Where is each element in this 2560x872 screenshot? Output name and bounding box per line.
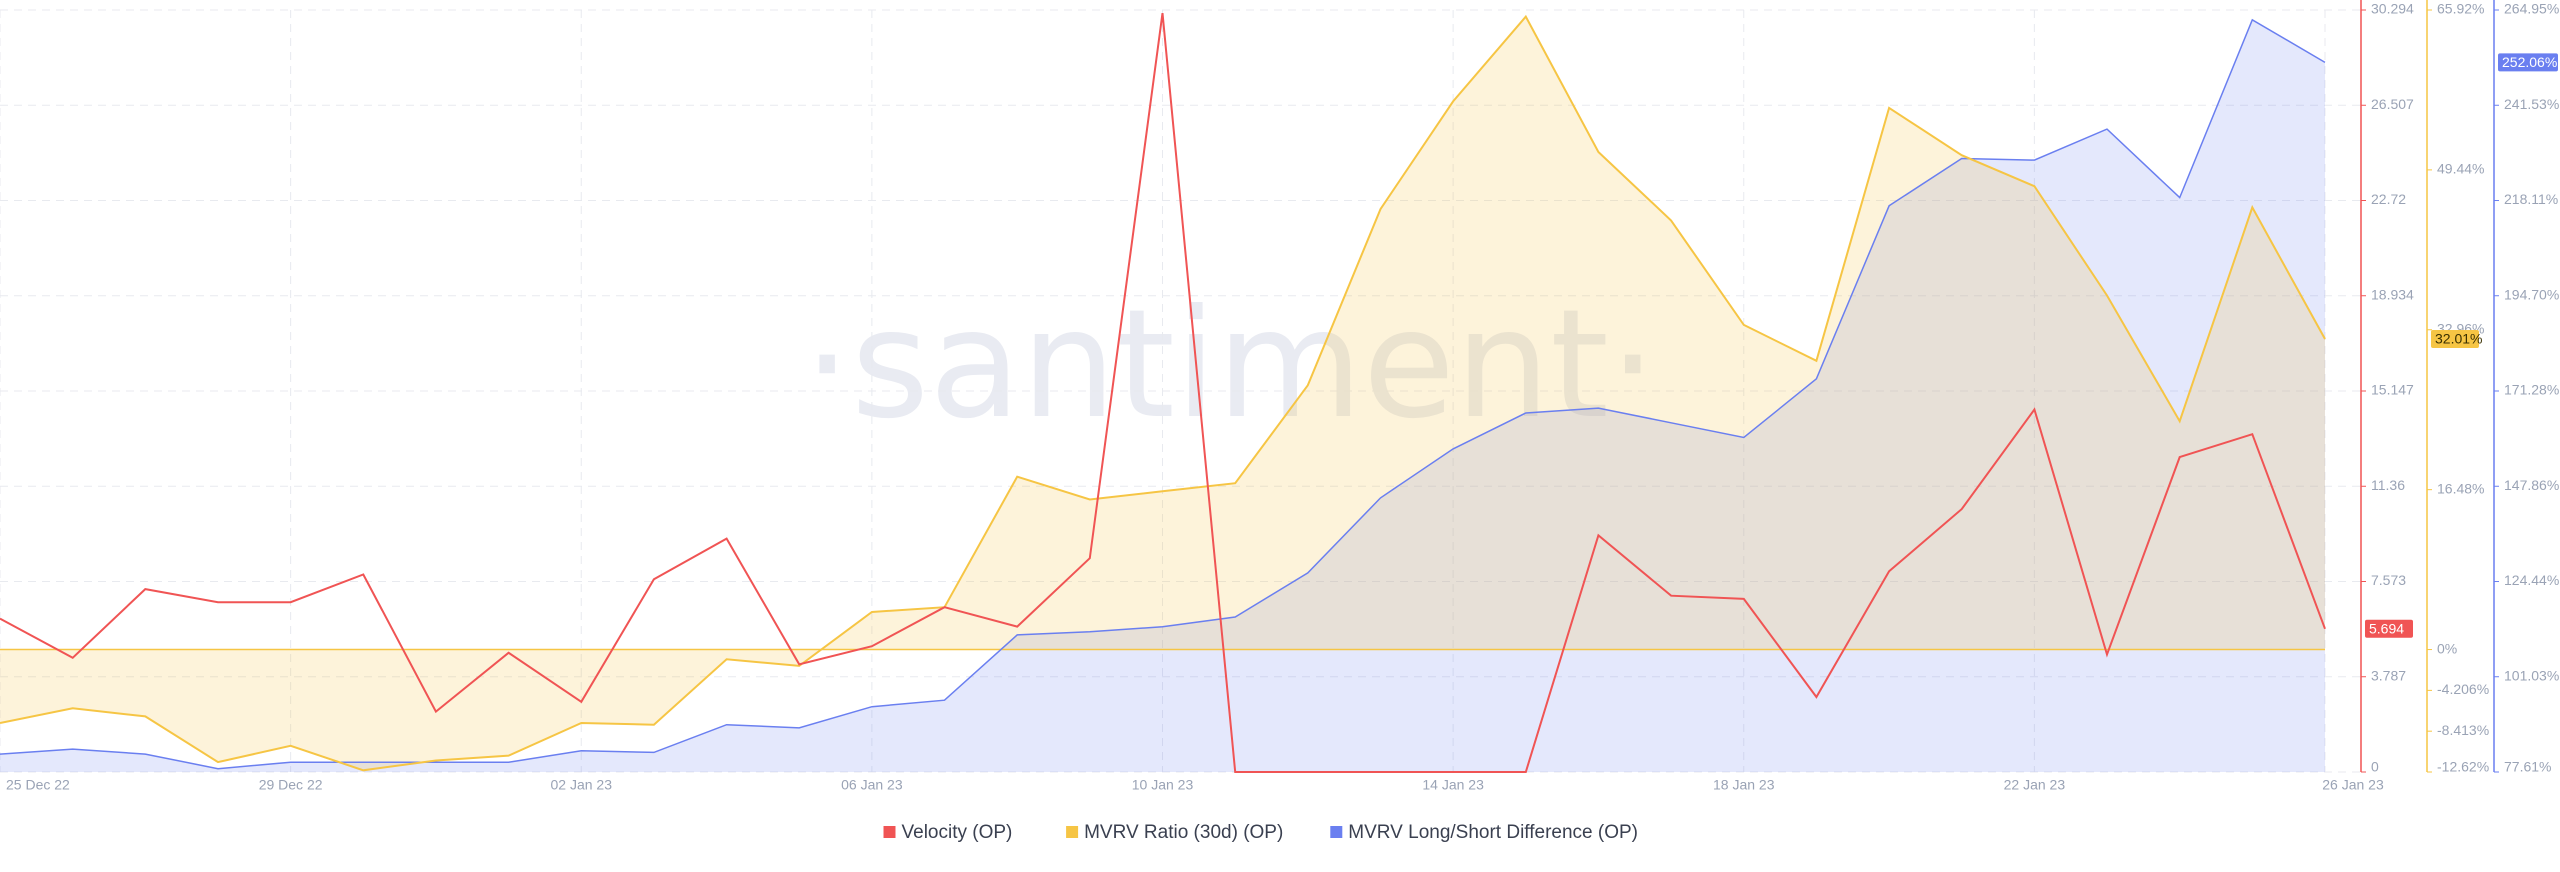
y-tick-label: 241.53% [2504,96,2559,112]
line [0,12,2326,773]
y-tick-label: 77.61% [2504,759,2551,775]
y-tick-label: 194.70% [2504,286,2559,302]
line [0,18,2326,770]
value-label: 32.01% [2435,331,2482,347]
y-tick-label: 171.28% [2504,382,2559,398]
y-tick-label: 218.11% [2504,191,2558,207]
x-tick-label: 26 Jan 23 [2322,777,2384,793]
x-tick-label: 29 Dec 22 [259,777,323,793]
y-tick-label: 124.44% [2504,572,2559,588]
y-tick-label: 11.36 [2371,477,2405,493]
y-tick-label: -12.62% [2437,759,2489,775]
y-tick-label: -8.413% [2437,722,2489,738]
y-tick-label: 18.934 [2371,286,2414,302]
y-tick-label: 65.92% [2437,1,2484,17]
y-tick-label: 26.507 [2371,96,2414,112]
area [0,16,2325,771]
y-tick-label: 0 [2371,759,2379,775]
y-tick-label: 22.72 [2371,191,2406,207]
legend-label: Velocity (OP) [902,822,1013,843]
y-tick-label: 147.86% [2504,477,2559,493]
legend-swatch [1330,826,1343,838]
x-tick-label: 22 Jan 23 [2004,777,2066,793]
value-badge [2498,53,2558,72]
x-tick-label: 06 Jan 23 [841,777,903,793]
value-label: 252.06% [2502,54,2557,70]
value-badge [2431,329,2479,348]
legend-swatch [883,826,896,838]
y-tick-label: 101.03% [2504,667,2559,683]
legend-swatch [1066,826,1079,838]
y-tick-label: 7.573 [2371,572,2406,588]
legend-label: MVRV Ratio (30d) (OP) [1084,822,1283,843]
y-tick-label: 15.147 [2371,382,2414,398]
area [0,19,2325,773]
y-tick-label: 30.294 [2371,1,2414,17]
y-tick-label: 49.44% [2437,161,2484,177]
watermark: ·santiment· [803,278,1656,452]
legend-label: MVRV Long/Short Difference (OP) [1348,822,1638,843]
x-tick-label: 02 Jan 23 [551,777,613,793]
y-tick-label: 264.95% [2504,1,2559,17]
x-tick-label: 14 Jan 23 [1422,777,1484,793]
value-badge [2365,619,2413,638]
y-tick-label: 0% [2437,640,2457,656]
y-tick-label: 3.787 [2371,667,2406,683]
x-tick-label: 10 Jan 23 [1132,777,1194,793]
y-tick-label: -4.206% [2437,681,2489,697]
value-label: 5.694 [2369,620,2404,636]
line [0,14,2326,772]
x-tick-label: 25 Dec 22 [6,777,70,793]
y-tick-label: 16.48% [2437,480,2484,496]
x-tick-label: 18 Jan 23 [1713,777,1775,793]
